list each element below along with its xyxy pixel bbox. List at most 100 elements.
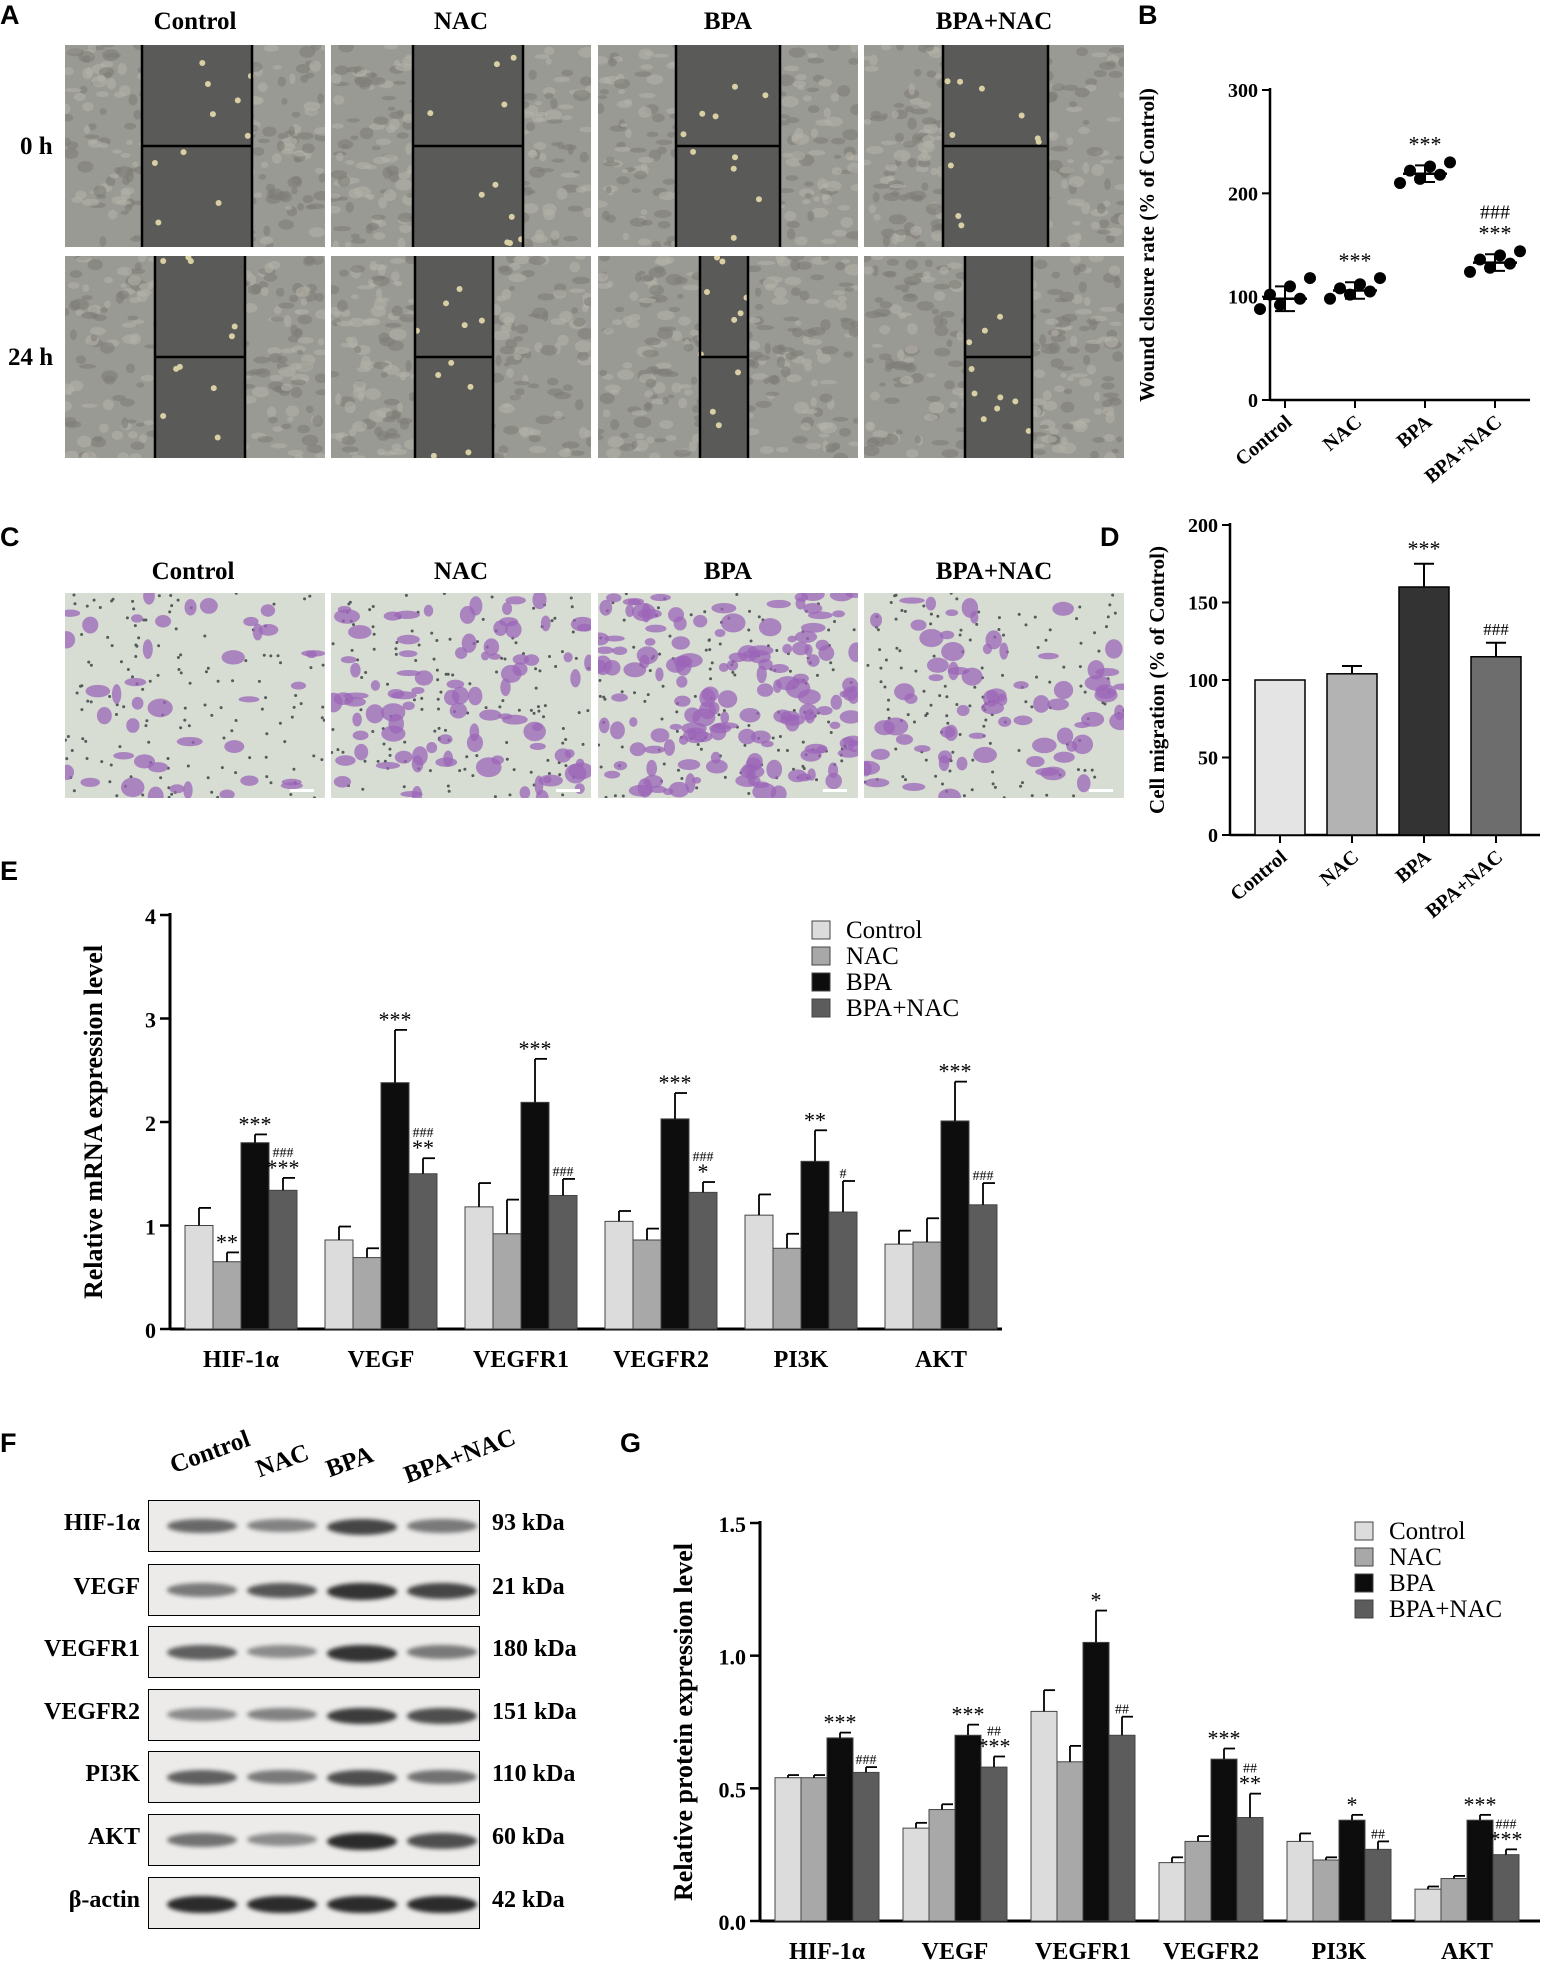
membrane-pore [383,759,387,763]
cell-texture [637,238,651,246]
significance-marker: *** [939,1059,972,1084]
cell-texture [646,74,664,85]
cell-texture [879,325,891,335]
membrane-pore [898,649,902,653]
wb-kda-label: 93 kDa [492,1510,565,1536]
membrane-pore [676,768,680,772]
migrated-cell [968,732,986,739]
cell-texture [784,276,802,286]
migrated-cell [535,790,549,798]
migrated-cell [333,775,352,788]
significance-marker: ** [1239,1771,1261,1796]
cell-texture [1039,334,1047,346]
membrane-pore [110,644,114,648]
significance-marker: *** [1409,131,1442,156]
cell-texture [128,94,138,106]
cell-texture [807,52,818,58]
floating-cell [180,149,187,156]
wb-kda-label: 42 kDa [492,1887,565,1913]
cell-texture [396,417,413,425]
membrane-pore [475,640,479,644]
significance-marker: *** [1464,1792,1497,1817]
cell-texture [373,156,389,165]
membrane-pore [260,707,264,711]
data-point [1334,282,1346,295]
cell-texture [614,146,631,152]
cell-texture [553,76,571,83]
cell-texture [284,205,293,211]
migrated-cell [748,649,771,664]
bar [1184,1840,1212,1922]
x-tick-label: NAC [1316,846,1363,891]
cell-texture [807,210,815,222]
membrane-pore [581,742,585,746]
cell-texture [810,397,817,407]
cell-texture [1097,203,1106,214]
significance-marker: *** [267,1155,300,1180]
cell-texture [384,322,402,328]
membrane-pore [436,697,440,701]
cell-texture [657,328,674,339]
membrane-pore [347,602,351,606]
membrane-pore [945,695,949,699]
cell-texture [923,123,939,134]
cell-texture [259,236,274,245]
cell-texture [820,319,831,331]
cell-texture [1040,435,1058,443]
migrated-cell [650,728,670,743]
cell-texture [561,69,574,77]
cell-texture [633,170,647,180]
cell-texture [833,154,842,159]
migrated-cell [479,709,502,721]
membrane-pore [894,747,898,751]
membrane-pore [675,729,679,733]
y-tick-label: 1.5 [719,1512,747,1537]
cell-texture [889,304,902,314]
bar [268,1189,298,1330]
membrane-pore [879,680,883,684]
cell-texture [1115,200,1124,206]
migrated-cell [1076,774,1091,793]
migrated-cell [910,619,927,631]
membrane-pore [134,654,138,658]
y-tick-label: 300 [1228,80,1258,102]
membrane-pore [757,615,761,619]
migrated-cell [787,769,807,783]
migrated-cell [761,740,774,748]
membrane-pore [135,644,139,648]
cell-texture [287,449,304,457]
membrane-pore [177,667,181,671]
membrane-pore [210,790,214,794]
membrane-pore [703,610,707,614]
cell-texture [1033,369,1046,379]
migrated-cell [926,657,949,673]
panel-a-col-nac: NAC [433,8,489,35]
bar [1108,1734,1136,1922]
cell-texture [658,191,676,201]
membrane-pore [465,755,469,759]
membrane-pore [500,656,504,660]
migrated-cell [337,605,352,614]
cell-texture [930,167,938,176]
cell-texture [375,138,392,146]
significance-marker: *** [519,1036,552,1061]
cell-texture [805,442,822,450]
cell-texture [801,358,813,366]
cell-texture [301,434,319,446]
x-tick-label: BPA+NAC [1422,846,1508,923]
wb-lane-panel [148,1564,480,1616]
membrane-pore [183,718,187,722]
cell-texture [1099,219,1110,229]
cell-texture [111,430,124,440]
cell-texture [874,297,884,303]
wb-band [167,1770,237,1785]
micrograph [331,45,591,247]
cell-texture [81,403,98,408]
cell-texture [845,231,858,240]
cell-texture [638,298,657,304]
cell-texture [126,419,137,424]
bar [1492,1854,1520,1922]
cell-texture [68,300,81,311]
micrograph-texture [331,45,591,247]
legend-label: NAC [1389,1544,1442,1571]
